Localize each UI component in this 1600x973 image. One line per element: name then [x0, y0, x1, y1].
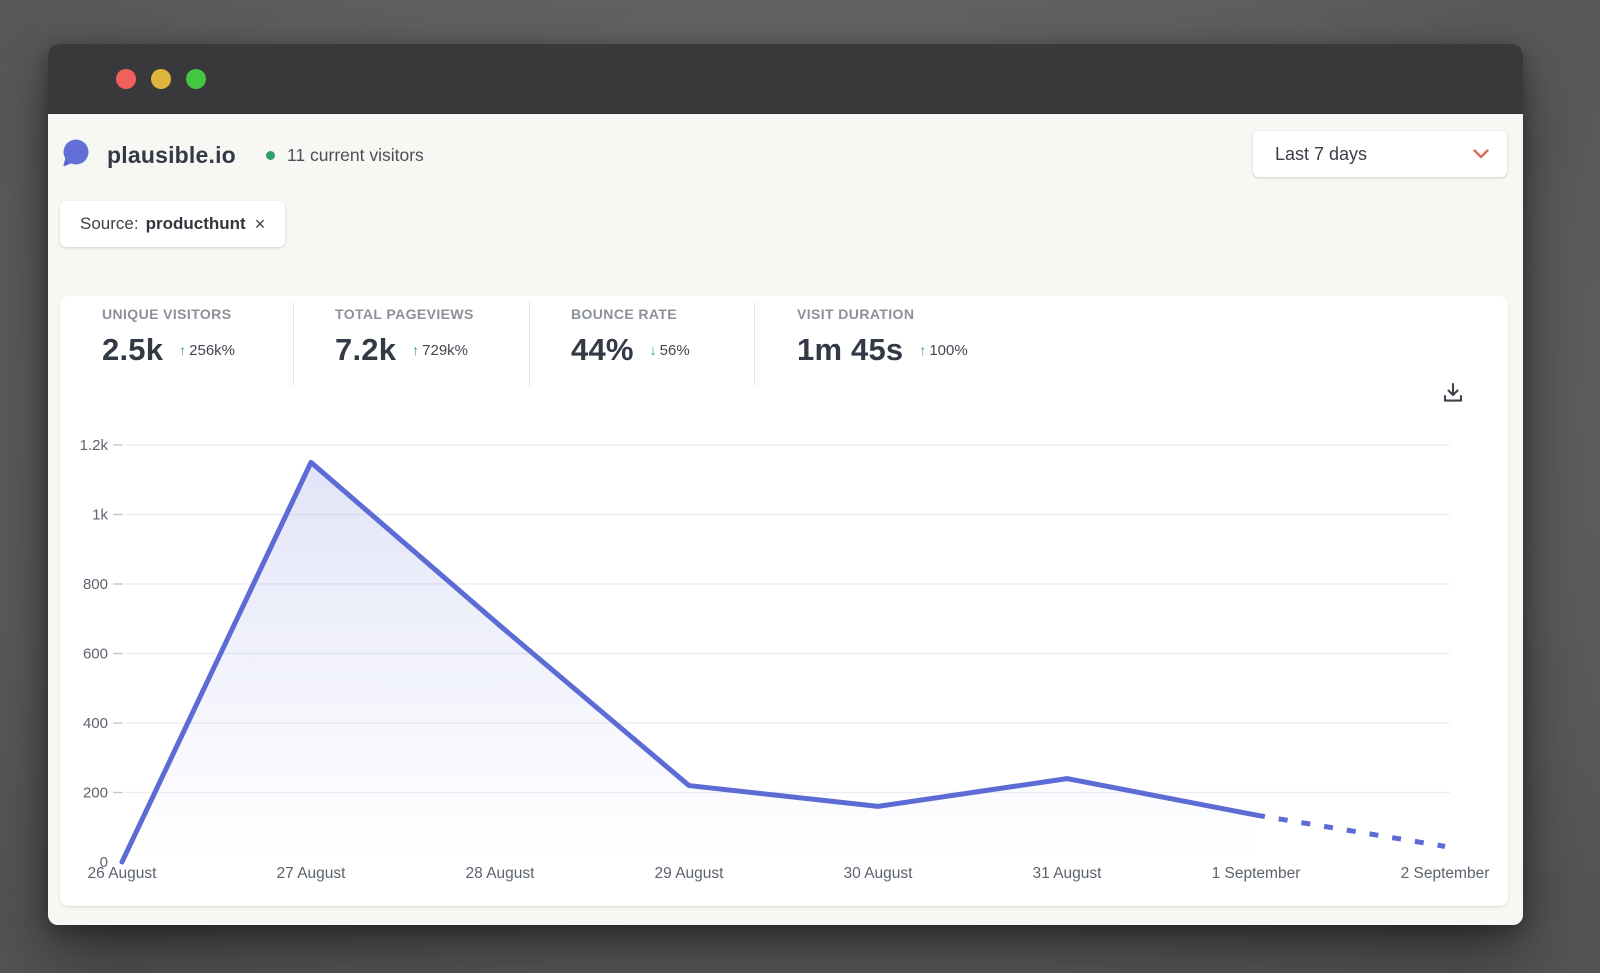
stat-label: VISIT DURATION [797, 306, 915, 322]
stat-bounce-rate[interactable]: BOUNCE RATE 44% ↓ 56% [571, 306, 690, 368]
stat-value: 7.2k [335, 332, 397, 367]
minimize-button[interactable] [151, 69, 171, 89]
x-axis-label: 28 August [466, 865, 536, 882]
x-axis-label: 26 August [88, 865, 158, 882]
date-range-picker[interactable]: Last 7 days [1253, 131, 1507, 177]
stat-change-value: 256k% [189, 341, 236, 359]
visitors-chart[interactable]: 0 200 400 600 800 1k 1.2k 26 August 27 August 28 … [60, 416, 1508, 896]
visitors-line-projected [1255, 812, 1446, 849]
stat-total-pageviews[interactable]: TOTAL PAGEVIEWS 7.2k ↑ 729k% [335, 306, 474, 368]
stat-unique-visitors[interactable]: UNIQUE VISITORS 2.5k ↑ 256k% [102, 306, 235, 368]
trend-up-icon: ↑ [919, 342, 927, 358]
stat-change: ↑ 100% [919, 342, 967, 359]
stat-visit-duration[interactable]: VISIT DURATION 1m 45s ↑ 100% [797, 306, 968, 368]
stat-value: 2.5k [102, 332, 164, 367]
stat-divider [293, 302, 294, 386]
visitors-chart-svg[interactable]: 0 200 400 600 800 1k 1.2k 26 August 27 August 28 … [60, 416, 1508, 896]
stat-divider [754, 302, 755, 386]
current-visitors[interactable]: 11 current visitors [266, 132, 424, 178]
x-axis-label: 2 September [1401, 865, 1490, 882]
x-axis-label: 29 August [655, 865, 725, 882]
date-range-label: Last 7 days [1275, 143, 1368, 164]
plausible-logo-icon [63, 139, 89, 166]
x-axis-label: 31 August [1033, 865, 1103, 882]
filter-remove-button[interactable]: × [254, 214, 266, 234]
y-axis-label: 600 [83, 646, 108, 663]
stat-change-value: 729k% [422, 341, 469, 359]
y-axis-label: 400 [83, 715, 108, 732]
x-axis-label: 30 August [844, 865, 914, 882]
download-icon [1443, 382, 1463, 402]
live-dot-icon [266, 150, 275, 160]
trend-down-icon: ↓ [649, 342, 657, 358]
y-axis-label: 1k [92, 507, 108, 524]
filter-value: producthunt [145, 214, 246, 233]
stat-value: 44% [571, 332, 634, 367]
trend-up-icon: ↑ [179, 342, 187, 358]
window-titlebar [48, 44, 1523, 114]
y-axis-label: 200 [83, 785, 108, 802]
y-axis-label: 1.2k [80, 437, 109, 454]
area-fill [122, 462, 1256, 862]
stat-change-value: 56% [659, 341, 690, 359]
chevron-down-icon [1473, 149, 1489, 159]
filter-prefix: Source: [80, 214, 139, 233]
trend-up-icon: ↑ [412, 342, 420, 358]
stat-label: TOTAL PAGEVIEWS [335, 306, 474, 322]
site-switcher[interactable]: plausible.io [60, 132, 236, 178]
stat-change: ↓ 56% [650, 342, 690, 359]
current-visitors-label: 11 current visitors [287, 144, 424, 165]
x-axis-label: 27 August [277, 865, 347, 882]
traffic-lights [116, 69, 206, 89]
visitors-line [119, 459, 1259, 865]
y-axis-label: 800 [83, 576, 108, 593]
browser-window: plausible.io 11 current visitors Last 7 … [48, 44, 1523, 925]
stat-label: BOUNCE RATE [571, 306, 678, 322]
x-axis-label: 1 September [1212, 865, 1301, 882]
filter-chip-source[interactable]: Source: producthunt × [60, 201, 286, 247]
stat-change: ↑ 729k% [412, 342, 468, 359]
stat-value: 1m 45s [797, 332, 904, 367]
stat-divider [529, 302, 530, 386]
download-export-button[interactable] [1441, 381, 1467, 407]
stat-change: ↑ 256k% [179, 342, 235, 359]
analytics-card: UNIQUE VISITORS 2.5k ↑ 256k% TOTAL PAGEV… [60, 296, 1508, 906]
close-button[interactable] [116, 69, 136, 89]
zoom-button[interactable] [186, 69, 206, 89]
site-name: plausible.io [107, 141, 236, 168]
stat-label: UNIQUE VISITORS [102, 306, 232, 322]
stat-change-value: 100% [929, 341, 968, 359]
y-axis-label: 0 [100, 854, 108, 871]
